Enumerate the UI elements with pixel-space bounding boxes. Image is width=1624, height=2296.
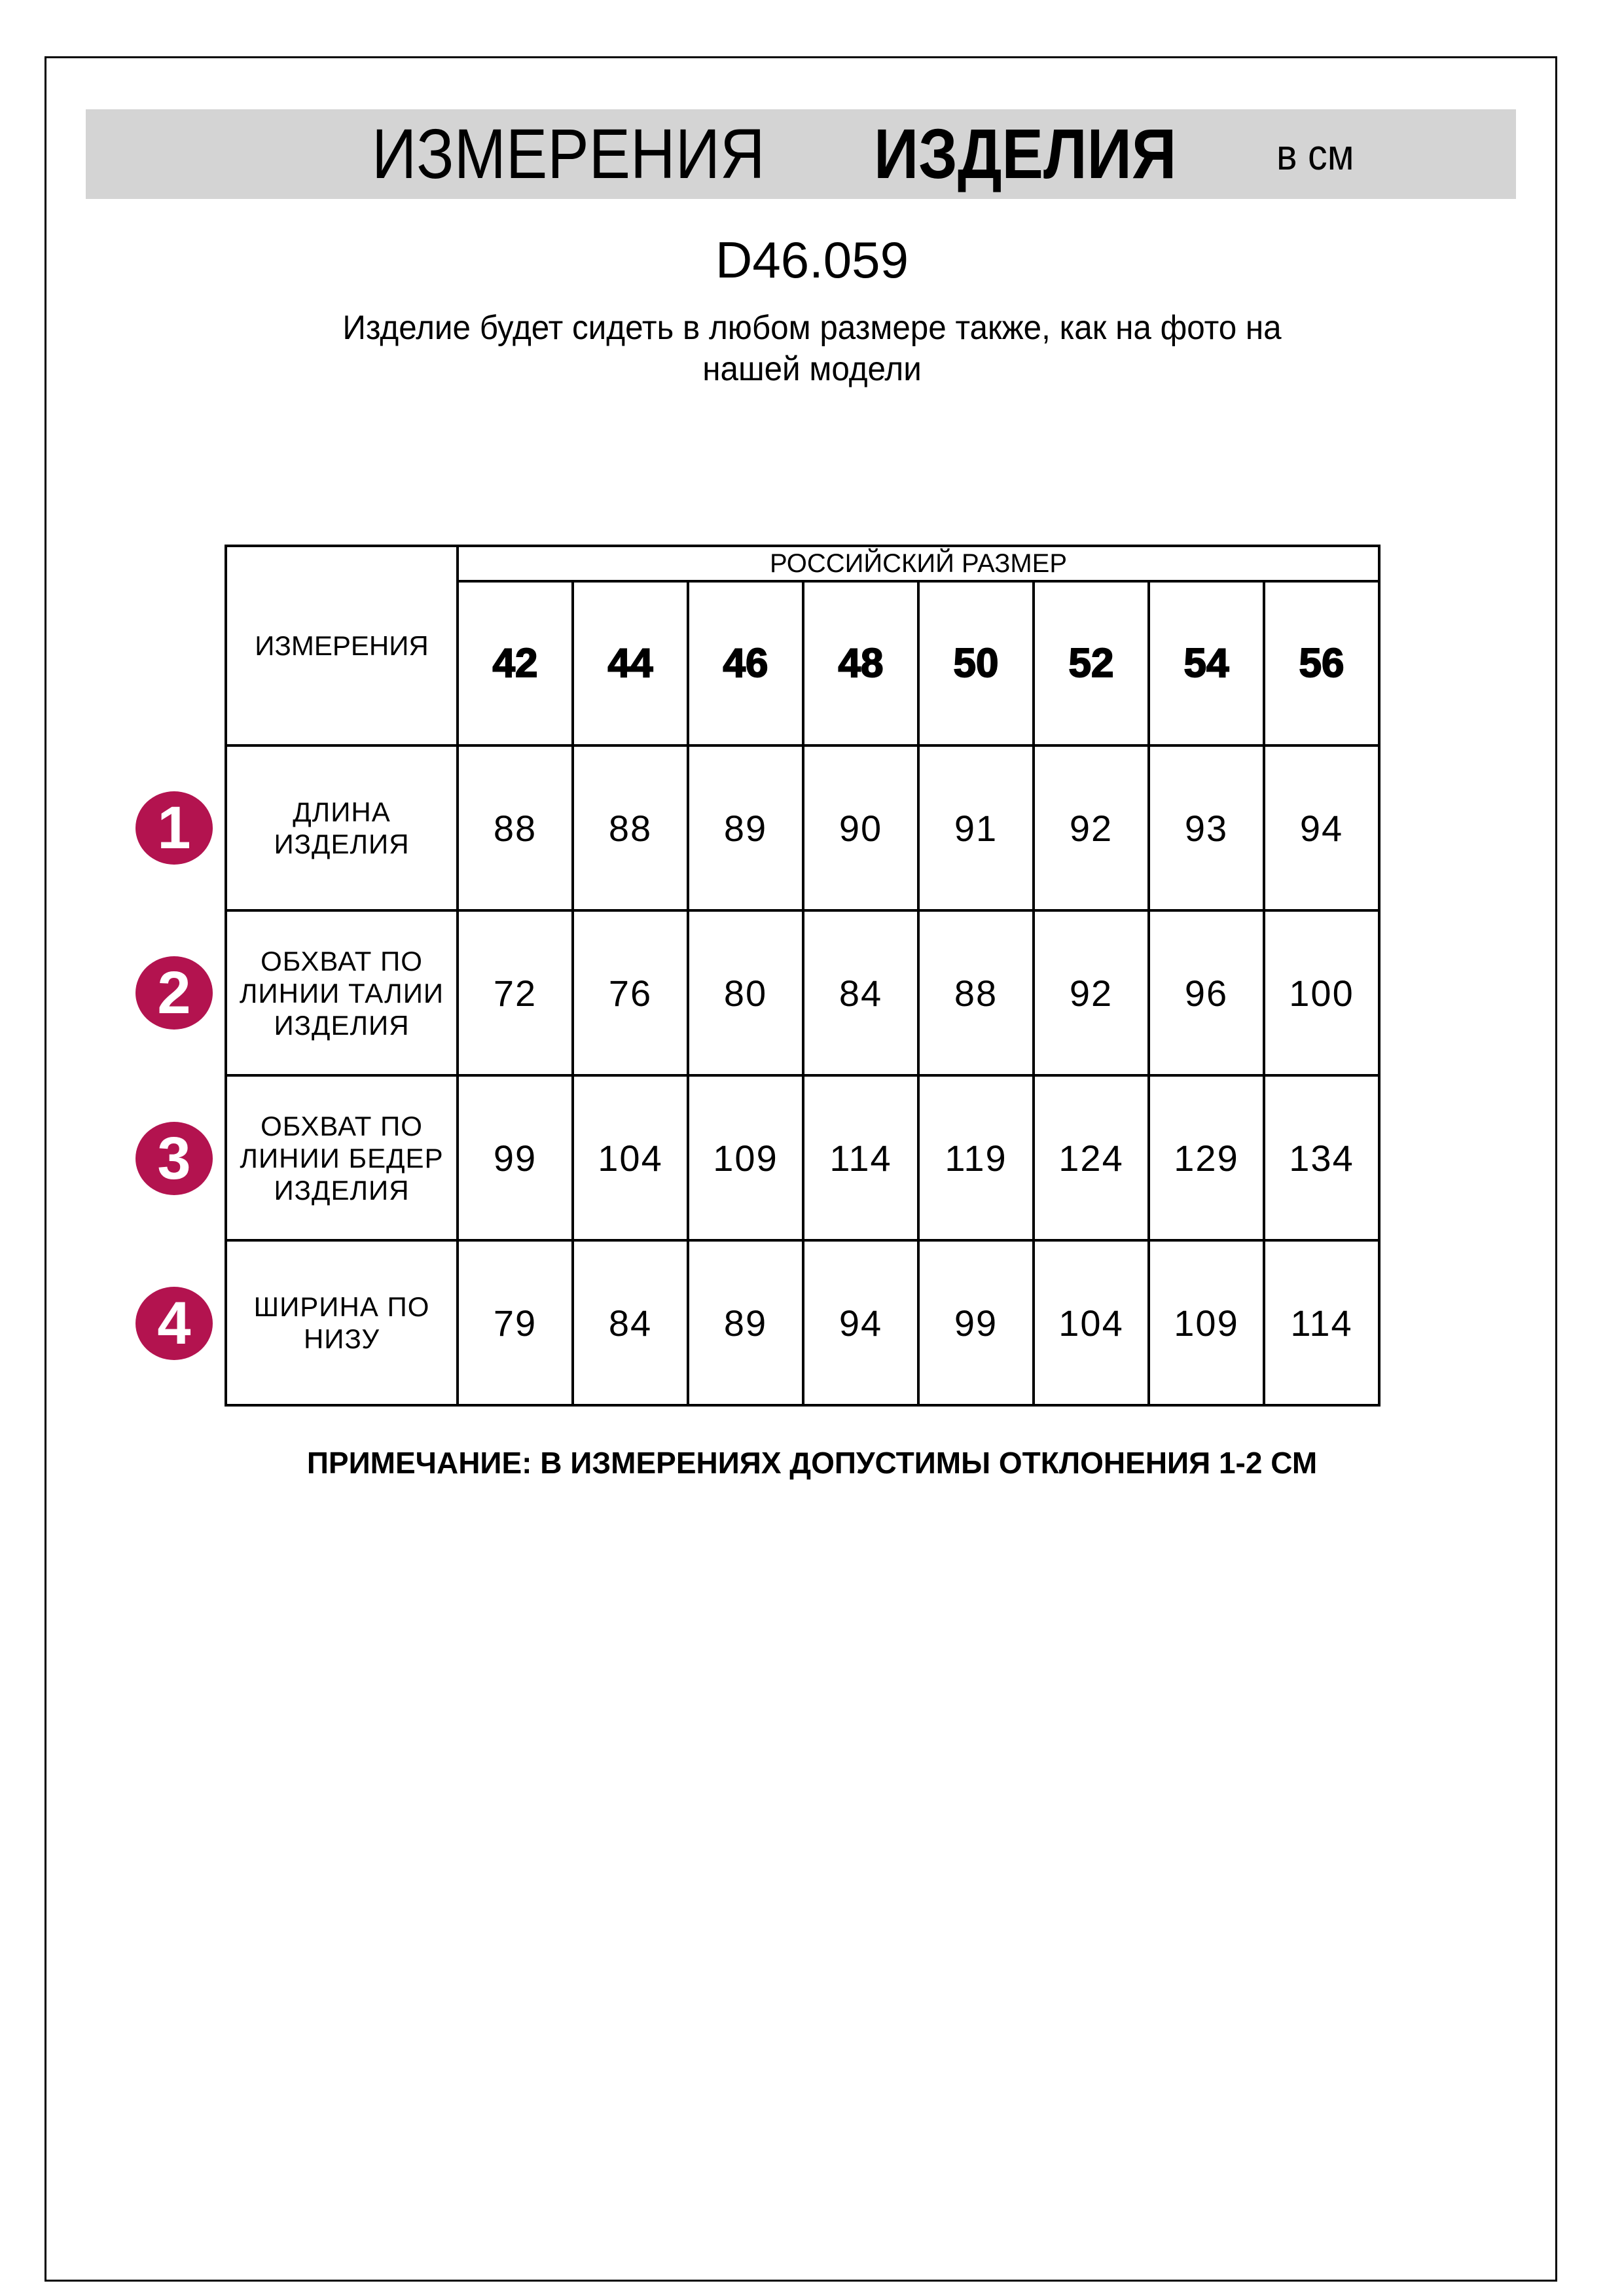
title-regular: ИЗМЕРЕНИЯ [372, 114, 765, 193]
table-row: ДЛИНА ИЗДЕЛИЯ 88 88 89 90 91 92 93 94 [225, 744, 1380, 912]
value-cell: 94 [802, 1239, 920, 1407]
row-label: ОБХВАТ ПО ЛИНИИ БЕДЕР ИЗДЕЛИЯ [225, 1074, 459, 1242]
product-code: D46.059 [715, 231, 909, 289]
value-cell: 100 [1263, 909, 1380, 1077]
size-group-header: РОССИЙСКИЙ РАЗМЕР [456, 545, 1380, 583]
value-cell: 76 [571, 909, 689, 1077]
table-row: ШИРИНА ПО НИЗУ 79 84 89 94 99 104 109 114 [225, 1239, 1380, 1407]
row-label: ШИРИНА ПО НИЗУ [225, 1239, 459, 1407]
row-label-line: ШИРИНА ПО [253, 1291, 430, 1322]
value-cell: 89 [687, 744, 804, 912]
row-number-badge: 4 [135, 1287, 213, 1360]
value-cell: 84 [571, 1239, 689, 1407]
value-cell: 80 [687, 909, 804, 1077]
table-row: ОБХВАТ ПО ЛИНИИ ТАЛИИ ИЗДЕЛИЯ 72 76 80 84 88 92 9… [225, 909, 1380, 1077]
size-header: 44 [571, 580, 689, 747]
value-cell: 104 [571, 1074, 689, 1242]
size-table: ИЗМЕРЕНИЯ РОССИЙСКИЙ РАЗМЕР 42 44 46 48 50 52… [225, 545, 1380, 1407]
value-cell: 92 [1032, 909, 1150, 1077]
value-cell: 134 [1263, 1074, 1380, 1242]
value-cell: 89 [687, 1239, 804, 1407]
subtitle-line: Изделие будет сидеть в любом размере так… [342, 309, 1282, 347]
value-cell: 90 [802, 744, 920, 912]
title-bold: ИЗДЕЛИЯ [874, 114, 1177, 193]
value-cell: 72 [456, 909, 574, 1077]
value-cell: 88 [456, 744, 574, 912]
row-label-line: ОБХВАТ ПО [261, 945, 423, 977]
value-cell: 88 [917, 909, 1035, 1077]
row-number-badge: 3 [135, 1122, 213, 1195]
row-number-badge: 1 [135, 791, 213, 865]
size-header: 56 [1263, 580, 1380, 747]
row-label-line: НИЗУ [303, 1323, 380, 1354]
size-header: 48 [802, 580, 920, 747]
value-cell: 88 [571, 744, 689, 912]
value-cell: 91 [917, 744, 1035, 912]
page-frame [45, 56, 1557, 2282]
row-label-line: ДЛИНА [293, 797, 391, 827]
row-label: ДЛИНА ИЗДЕЛИЯ [225, 744, 459, 912]
row-label: ОБХВАТ ПО ЛИНИИ ТАЛИИ ИЗДЕЛИЯ [225, 909, 459, 1077]
size-header: 52 [1032, 580, 1150, 747]
row-label-line: ИЗДЕЛИЯ [274, 829, 410, 859]
value-cell: 93 [1147, 744, 1265, 912]
row-label-line: ЛИНИИ БЕДЕР [240, 1142, 444, 1174]
value-cell: 92 [1032, 744, 1150, 912]
value-cell: 119 [917, 1074, 1035, 1242]
value-cell: 114 [802, 1074, 920, 1242]
value-cell: 129 [1147, 1074, 1265, 1242]
size-header: 42 [456, 580, 574, 747]
row-label-line: ИЗДЕЛИЯ [274, 1009, 410, 1041]
subtitle: Изделие будет сидеть в любом размере так… [0, 308, 1624, 390]
subtitle-line: нашей модели [702, 350, 922, 388]
value-cell: 114 [1263, 1239, 1380, 1407]
value-cell: 99 [456, 1074, 574, 1242]
value-cell: 94 [1263, 744, 1380, 912]
row-label-line: ИЗДЕЛИЯ [274, 1174, 410, 1206]
row-label-line: ОБХВАТ ПО [261, 1110, 423, 1141]
row-label-line: ЛИНИИ ТАЛИИ [239, 977, 444, 1009]
value-cell: 84 [802, 909, 920, 1077]
size-header: 54 [1147, 580, 1265, 747]
note: ПРИМЕЧАНИЕ: В ИЗМЕРЕНИЯХ ДОПУСТИМЫ ОТКЛО… [306, 1446, 1318, 1480]
value-cell: 109 [687, 1074, 804, 1242]
value-cell: 124 [1032, 1074, 1150, 1242]
value-cell: 79 [456, 1239, 574, 1407]
title-units: в см [1276, 130, 1354, 179]
size-header: 50 [917, 580, 1035, 747]
value-cell: 109 [1147, 1239, 1265, 1407]
value-cell: 99 [917, 1239, 1035, 1407]
table-row: ОБХВАТ ПО ЛИНИИ БЕДЕР ИЗДЕЛИЯ 99 104 109 114 11… [225, 1074, 1380, 1242]
row-number-badge: 2 [135, 956, 213, 1030]
value-cell: 96 [1147, 909, 1265, 1077]
measurements-header: ИЗМЕРЕНИЯ [225, 545, 459, 747]
size-header: 46 [687, 580, 804, 747]
value-cell: 104 [1032, 1239, 1150, 1407]
header-bar [86, 109, 1516, 199]
